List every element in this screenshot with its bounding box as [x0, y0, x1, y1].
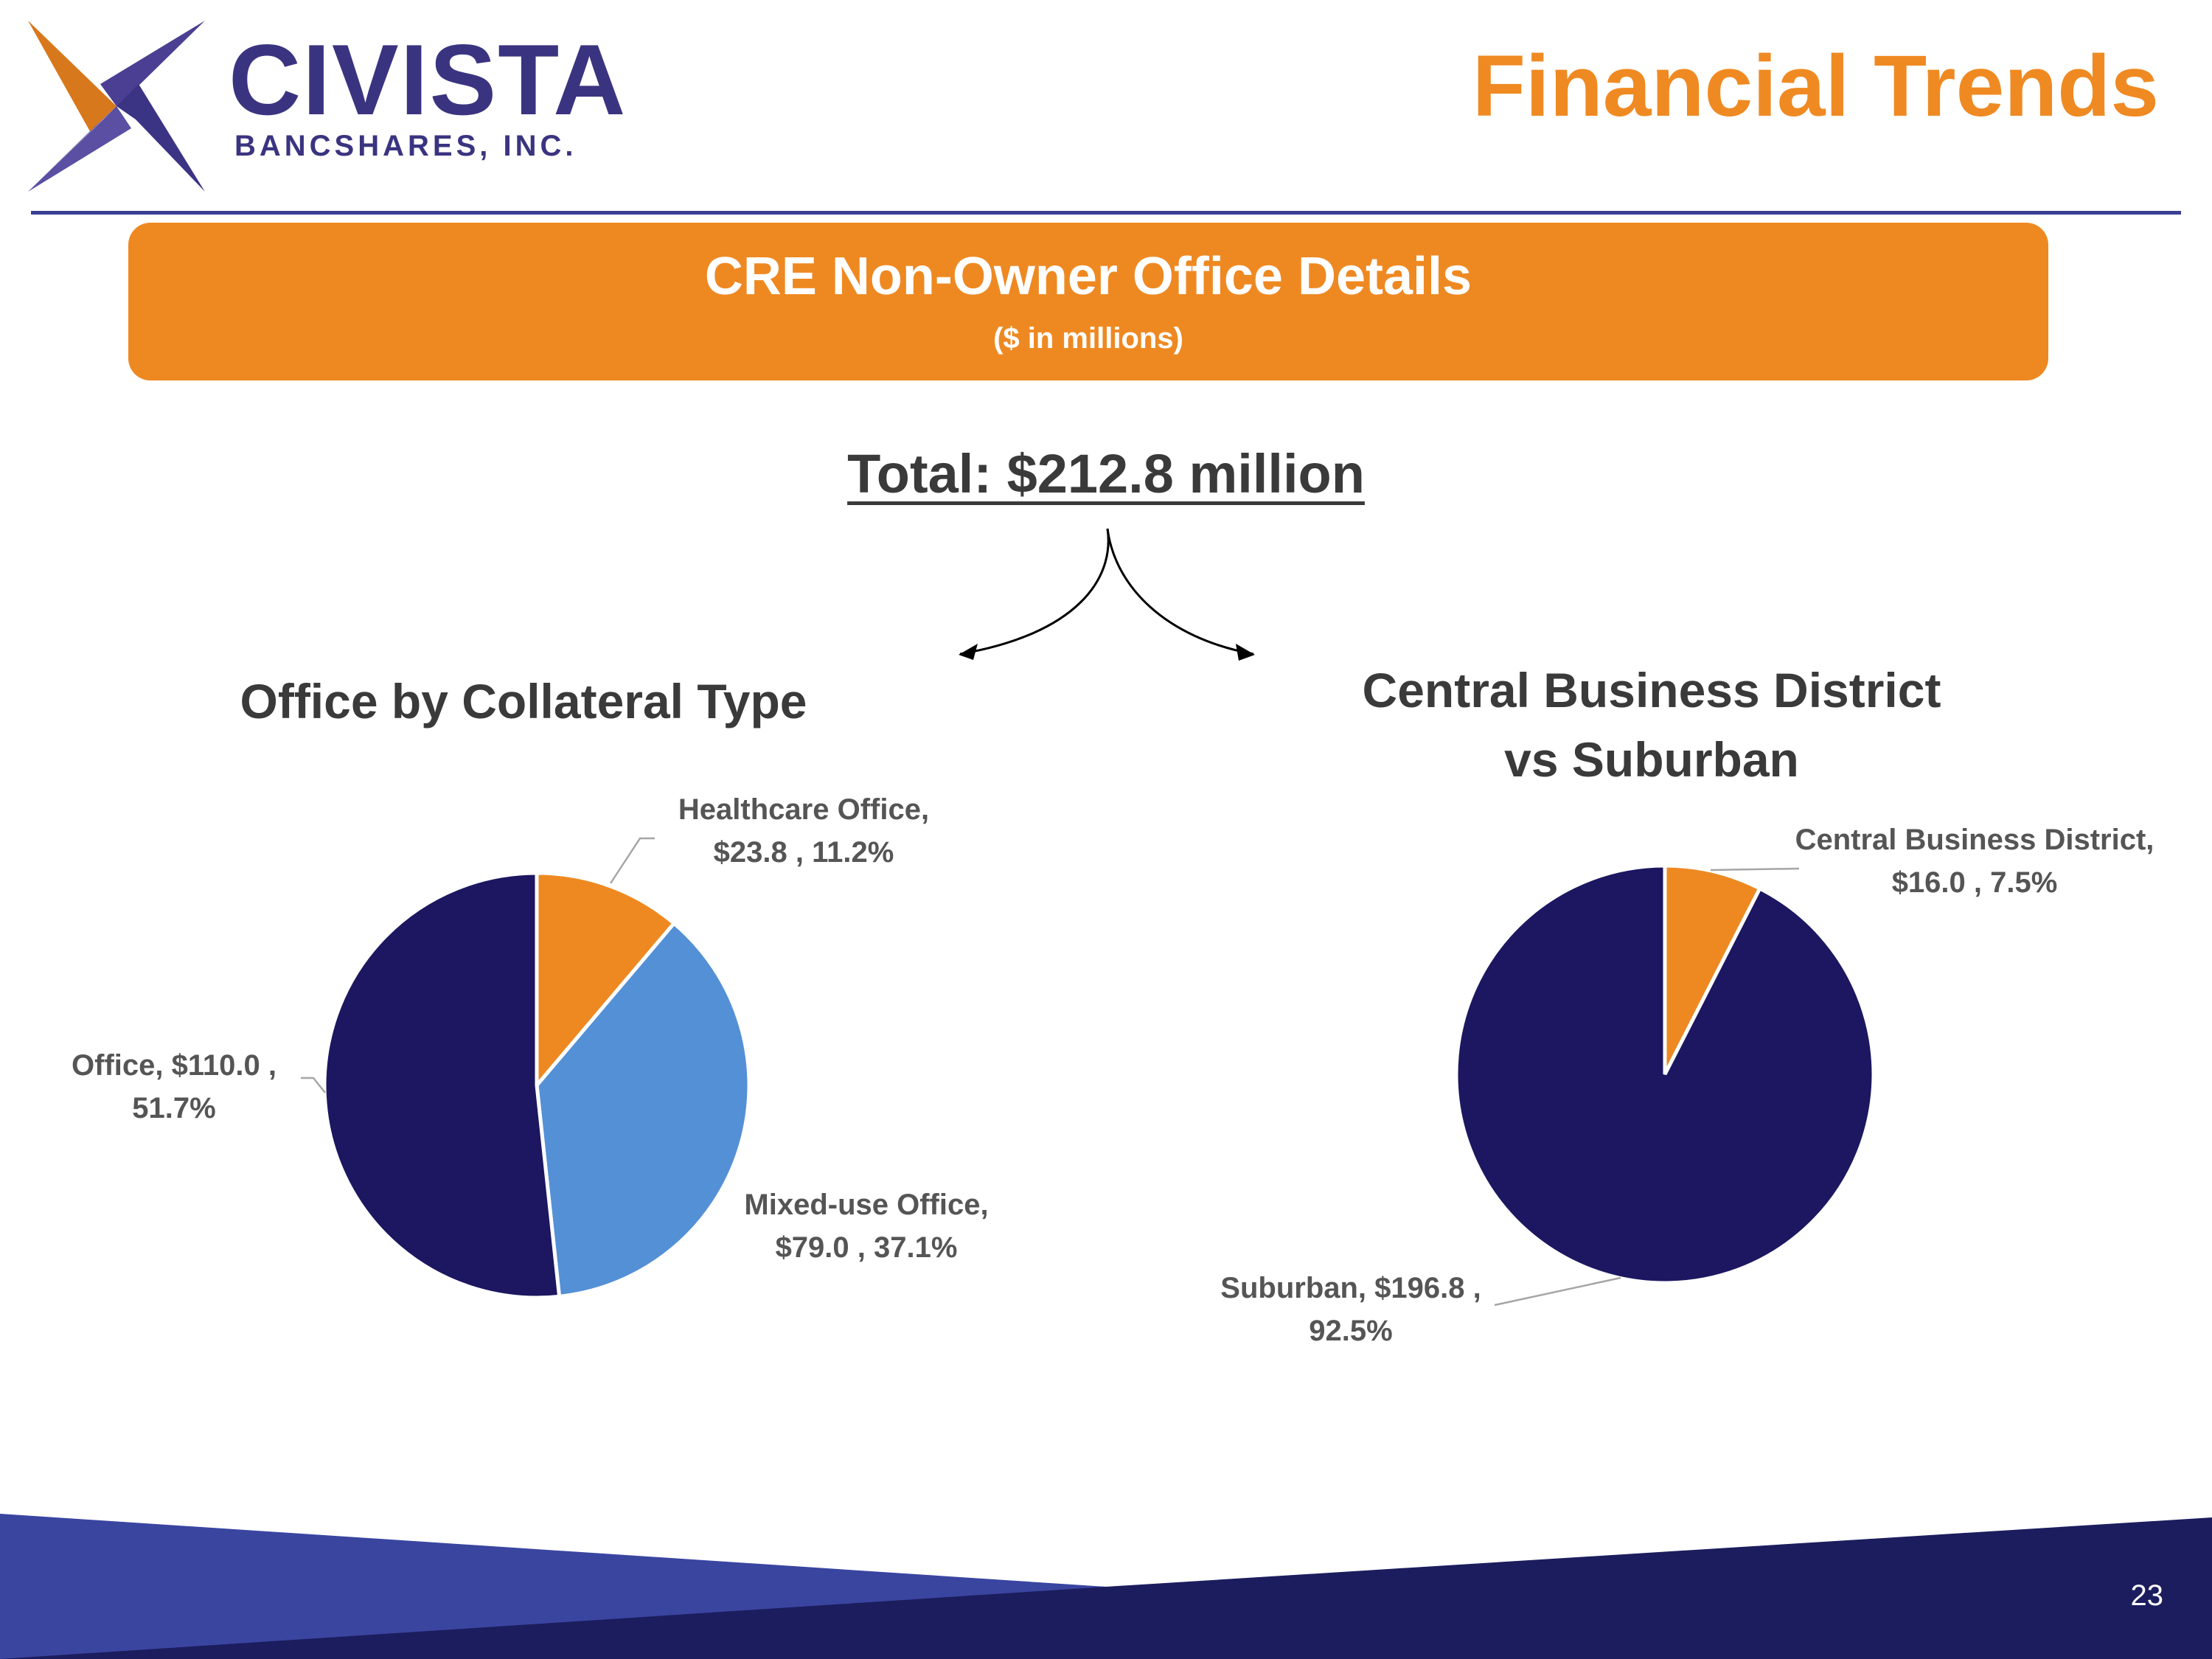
- leader-line: [301, 1077, 326, 1093]
- data-label-healthcare-office-line-2: $23.8 , 11.2%: [714, 836, 894, 869]
- total-label: Total: $212.8 million: [847, 443, 1365, 504]
- data-label-healthcare-office-line-1: Healthcare Office,: [678, 793, 929, 826]
- right-arrowhead: [1236, 644, 1255, 661]
- leader-line: [1710, 867, 1800, 872]
- page-title: Financial Trends: [1472, 38, 2159, 135]
- page-number: 23: [2130, 1579, 2164, 1612]
- logo-star-left-shade: [28, 21, 116, 131]
- right-curved-arrow: [1106, 528, 1254, 655]
- leader-line: [609, 837, 655, 884]
- header-divider: [31, 211, 2181, 215]
- data-label-suburban-line-2: 92.5%: [1309, 1315, 1392, 1347]
- left-curved-arrow: [959, 528, 1110, 655]
- data-label-central-business-district-line-1: Central Business District,: [1795, 824, 2154, 856]
- banner-subtitle: ($ in millions): [993, 322, 1183, 355]
- pie-slice-healthcare-office: [535, 871, 677, 1091]
- banner-title: CRE Non-Owner Office Details: [704, 246, 1472, 306]
- data-label-office-line-2: 51.7%: [132, 1092, 215, 1124]
- data-label-central-business-district-line-2: $16.0 , 7.5%: [1892, 866, 2058, 899]
- pie-slice-mixed-use-office: [535, 920, 751, 1299]
- right-chart-title-line-2: vs Suburban: [1504, 731, 1799, 787]
- left-chart-title: Office by Collateral Type: [240, 674, 807, 728]
- data-label-mixed-use-office-line-2: $79.0 , 37.1%: [776, 1231, 958, 1264]
- pie-slice-central-business-district: [1663, 863, 1763, 1076]
- logo-star-bottom: [28, 106, 131, 192]
- left-arrowhead: [959, 644, 978, 660]
- logo-star-right: [116, 84, 205, 192]
- logo-star-bottom-shade: [28, 106, 116, 192]
- logo-star-top: [100, 21, 205, 106]
- footer-band: [0, 1514, 2212, 1659]
- logo-wordmark: CIVISTA: [229, 24, 627, 136]
- civista-star-logo: [28, 21, 205, 192]
- right-chart-title-line-1: Central Business District: [1362, 663, 1941, 717]
- data-label-mixed-use-office-line-1: Mixed-use Office,: [744, 1189, 988, 1221]
- logo-subtitle: BANCSHARES, INC.: [234, 130, 577, 162]
- right-chart-title: Central Business District vs Suburban: [1283, 656, 2020, 794]
- split-arrows: [959, 528, 1255, 661]
- pie-slice-suburban: [1454, 863, 1876, 1285]
- data-label-suburban-line-1: Suburban, $196.8 ,: [1220, 1272, 1481, 1304]
- section-banner: CRE Non-Owner Office Details ($ in milli…: [128, 223, 2048, 380]
- data-label-office-line-1: Office, $110.0 ,: [72, 1049, 276, 1082]
- leader-line: [1494, 1276, 1621, 1307]
- footer-navy-band: [0, 1517, 2212, 1659]
- pie-slice-office: [322, 871, 562, 1300]
- footer-blue-band: [0, 1514, 1106, 1659]
